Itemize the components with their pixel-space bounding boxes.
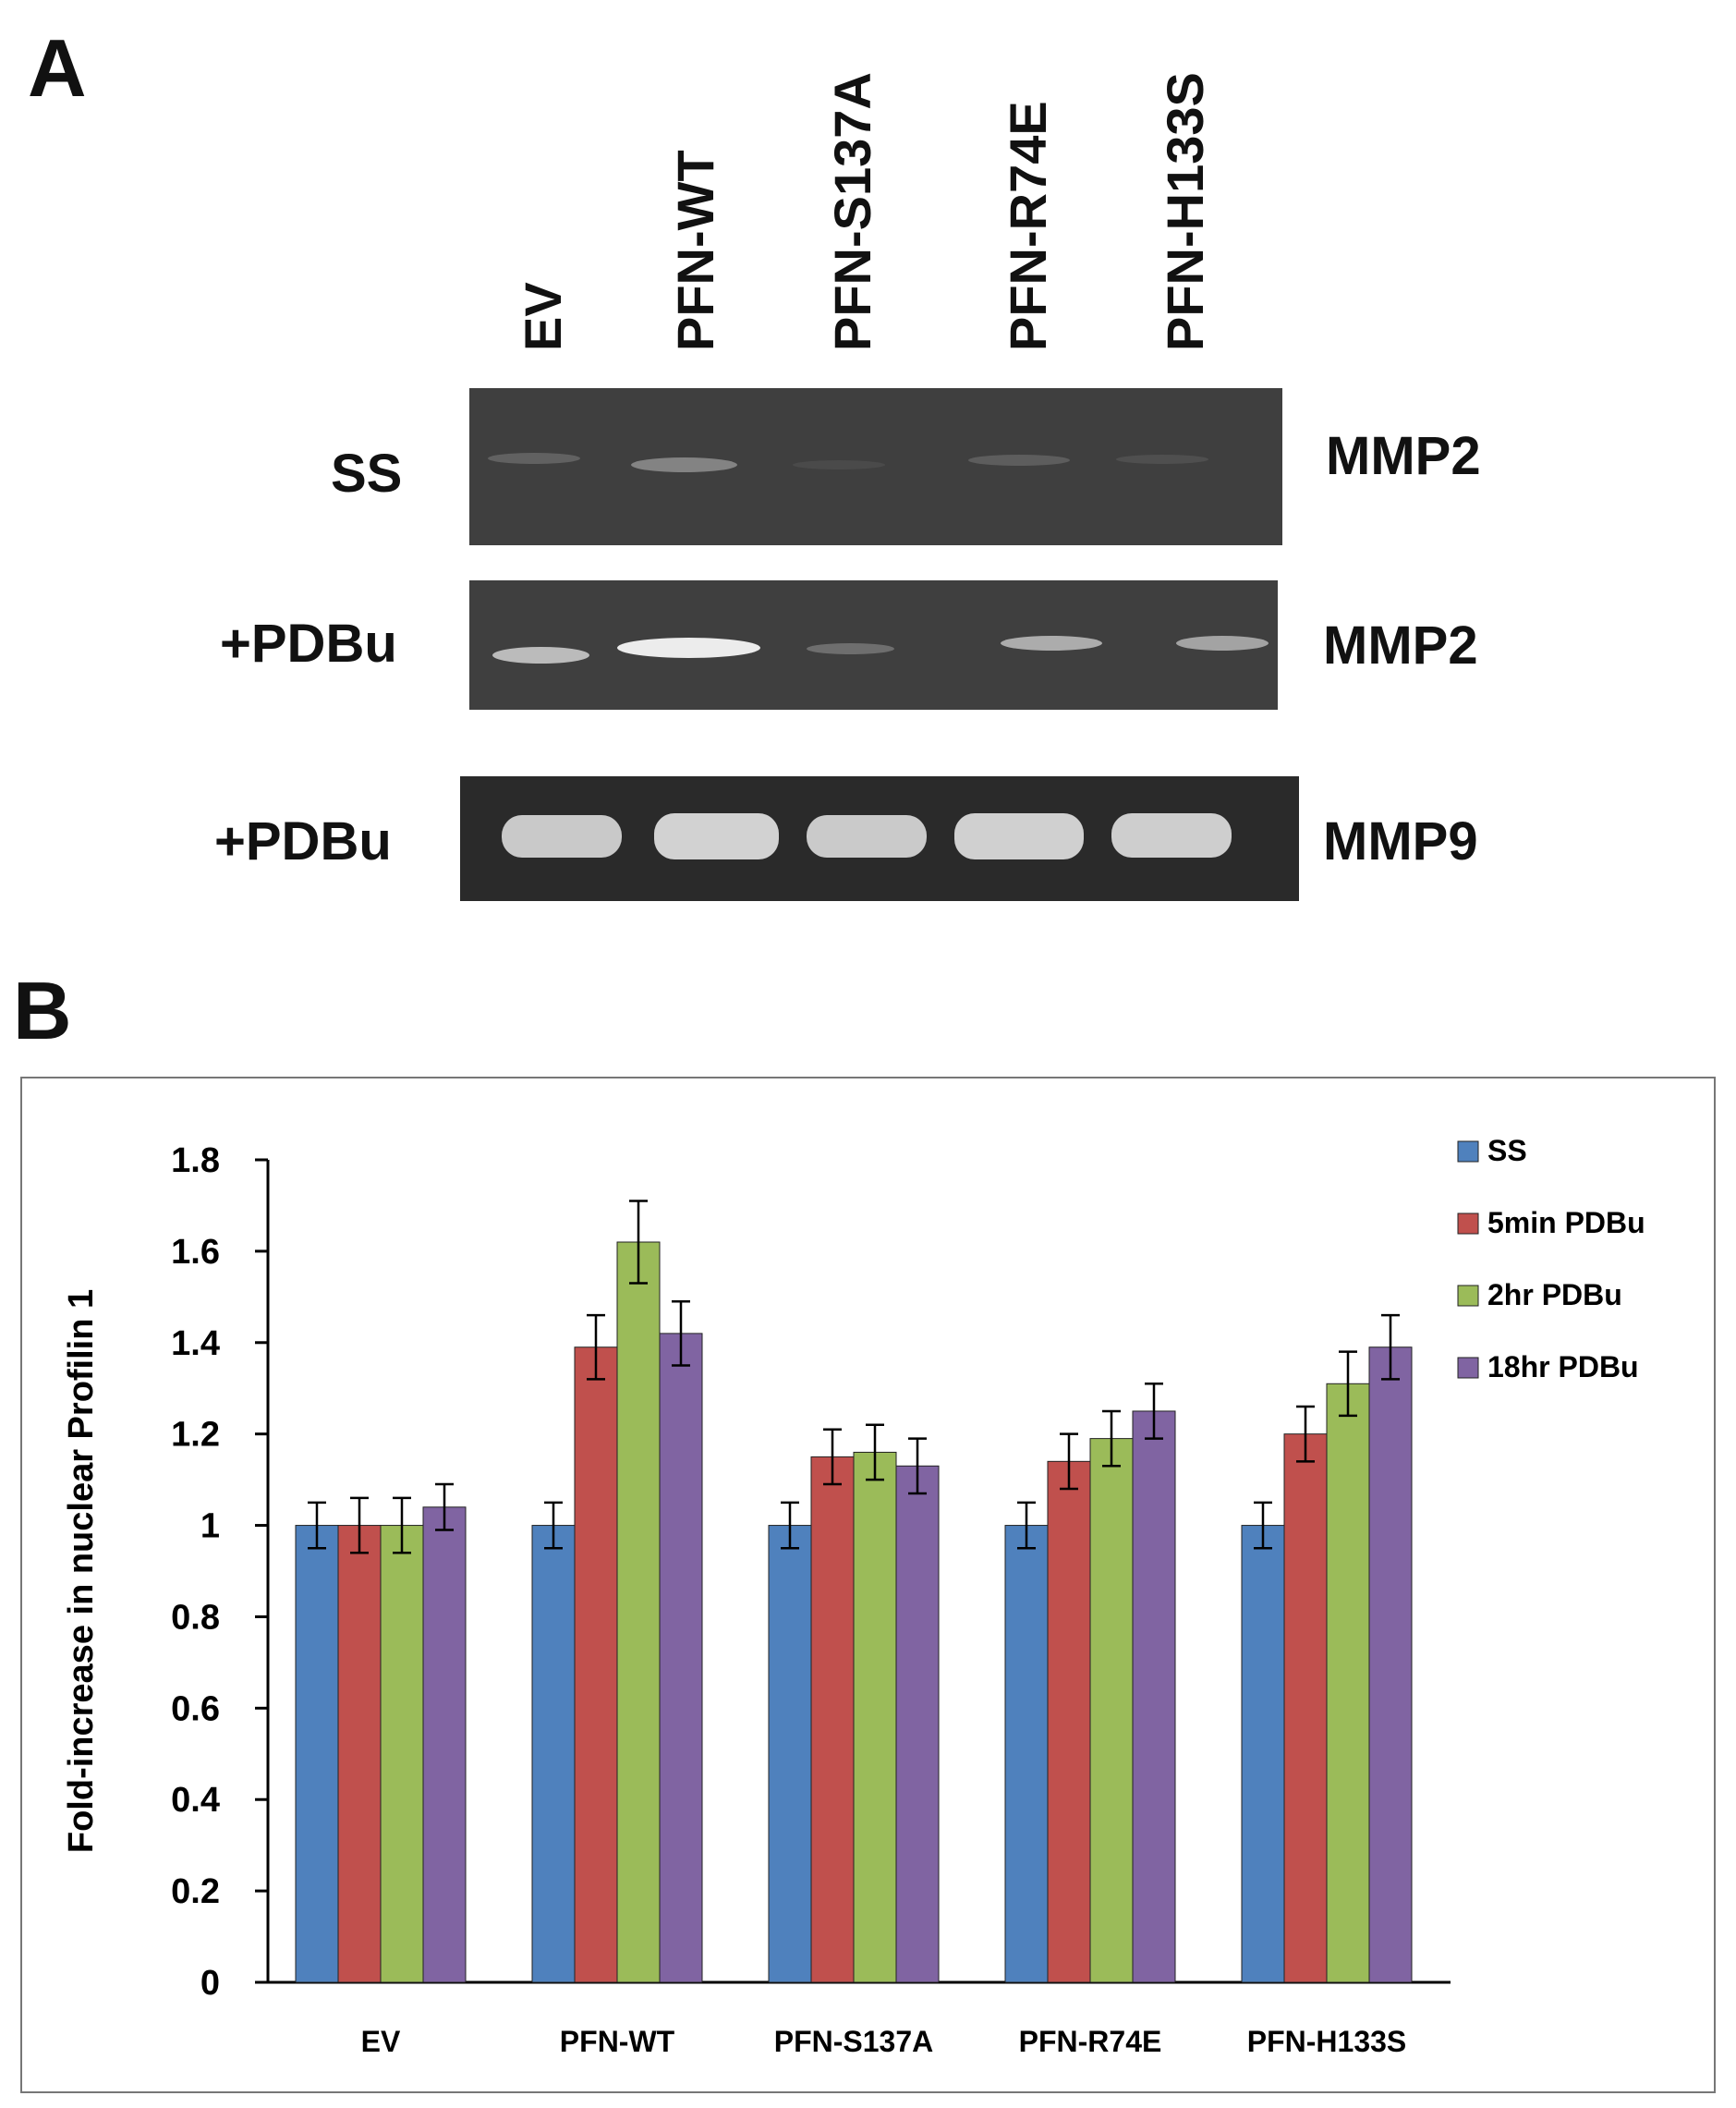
x-tick-label: PFN-S137A: [774, 2025, 934, 2058]
bar: [659, 1333, 703, 1983]
y-tick-label: 1.8: [171, 1141, 220, 1180]
panel-b-letter: B: [13, 965, 72, 1056]
bar: [422, 1506, 467, 1983]
bar: [895, 1465, 940, 1983]
bar: [1132, 1410, 1176, 1983]
bar: [295, 1525, 339, 1983]
bar: [1241, 1525, 1285, 1983]
band-mmp9-ev: [502, 815, 622, 858]
band-mmp9-pfn-wt: [654, 813, 779, 859]
gel-ss-mmp2: [469, 388, 1282, 545]
panel-a-letter: A: [28, 22, 87, 114]
gel-pdbu-mmp9: [460, 776, 1299, 901]
x-tick-label: PFN-R74E: [1019, 2025, 1162, 2058]
band-ss-pfn-s137a: [793, 460, 885, 469]
chart-frame: [20, 1077, 1716, 2093]
row-target-mmp2-pdbu: MMP2: [1323, 615, 1478, 676]
bar: [853, 1451, 897, 1983]
bar: [768, 1525, 812, 1983]
bar: [810, 1456, 855, 1983]
row-label-ss: SS: [331, 444, 403, 504]
band-pdbu-pfn-r74e: [1001, 636, 1102, 651]
y-tick-label: 0.8: [171, 1598, 220, 1637]
band-pdbu-pfn-wt: [617, 638, 760, 658]
legend-label: 5min PDBu: [1487, 1206, 1645, 1239]
band-pdbu-pfn-h133s: [1176, 636, 1269, 651]
y-tick-label: 1.2: [171, 1416, 220, 1455]
y-tick-label: 0: [200, 1964, 220, 2003]
bar: [1368, 1346, 1413, 1983]
band-mmp9-pfn-h133s: [1111, 813, 1232, 858]
x-tick-label: PFN-WT: [560, 2025, 675, 2058]
bar: [1004, 1525, 1049, 1983]
y-tick-label: 0.6: [171, 1689, 220, 1728]
y-tick-label: 1: [200, 1507, 220, 1546]
row-label-pdbu-mmp2: +PDBu: [220, 614, 397, 674]
row-target-mmp9: MMP9: [1323, 811, 1478, 871]
row-target-mmp2-ss: MMP2: [1326, 426, 1481, 486]
y-tick-label: 0.2: [171, 1872, 220, 1911]
x-tick-label: EV: [361, 2025, 401, 2058]
band-ss-ev: [488, 453, 580, 464]
bar: [616, 1241, 661, 1983]
legend-label: 2hr PDBu: [1487, 1278, 1622, 1311]
y-axis-label: Fold-increase in nuclear Profilin 1: [62, 1289, 101, 1853]
bar: [1283, 1433, 1328, 1983]
bar: [337, 1525, 382, 1983]
bar: [380, 1525, 424, 1983]
bar: [531, 1525, 576, 1983]
bar: [1047, 1460, 1091, 1983]
band-ss-pfn-r74e: [968, 455, 1070, 466]
legend-swatch: [1457, 1285, 1479, 1307]
legend-swatch: [1457, 1357, 1479, 1379]
band-pdbu-ev: [492, 647, 589, 664]
x-tick-label: PFN-H133S: [1247, 2025, 1407, 2058]
bar: [1089, 1438, 1134, 1983]
band-ss-pfn-wt: [631, 457, 737, 472]
y-tick-label: 1.4: [171, 1324, 220, 1363]
bar: [1326, 1383, 1370, 1983]
gel-pdbu-mmp2: [469, 580, 1278, 710]
legend-swatch: [1457, 1212, 1479, 1235]
y-tick-label: 0.4: [171, 1781, 220, 1820]
legend-swatch: [1457, 1140, 1479, 1163]
band-mmp9-pfn-r74e: [954, 813, 1084, 859]
row-label-pdbu-mmp9: +PDBu: [214, 811, 392, 871]
band-ss-pfn-h133s: [1116, 455, 1208, 464]
legend-label: 18hr PDBu: [1487, 1350, 1639, 1383]
band-pdbu-pfn-s137a: [807, 643, 894, 654]
y-tick-label: 1.6: [171, 1233, 220, 1272]
bar: [574, 1346, 618, 1983]
band-mmp9-pfn-s137a: [807, 815, 927, 858]
legend-label: SS: [1487, 1134, 1527, 1167]
